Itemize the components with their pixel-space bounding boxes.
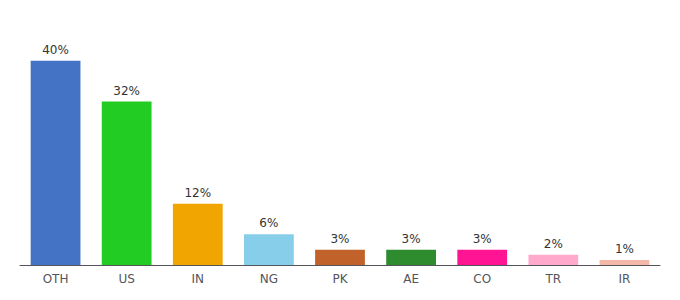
svg-text:US: US (118, 272, 134, 286)
svg-text:2%: 2% (544, 237, 563, 251)
svg-text:OTH: OTH (43, 272, 69, 286)
svg-text:40%: 40% (42, 43, 69, 57)
svg-text:IR: IR (618, 272, 630, 286)
svg-text:3%: 3% (402, 232, 421, 246)
svg-text:3%: 3% (473, 232, 492, 246)
svg-text:PK: PK (332, 272, 348, 286)
svg-text:1%: 1% (615, 242, 634, 256)
svg-text:NG: NG (260, 272, 278, 286)
svg-text:12%: 12% (184, 186, 211, 200)
svg-text:AE: AE (403, 272, 419, 286)
svg-text:3%: 3% (330, 232, 349, 246)
svg-text:TR: TR (544, 272, 561, 286)
svg-text:32%: 32% (113, 84, 140, 98)
svg-text:IN: IN (192, 272, 205, 286)
svg-text:6%: 6% (259, 216, 278, 230)
svg-text:CO: CO (473, 272, 491, 286)
